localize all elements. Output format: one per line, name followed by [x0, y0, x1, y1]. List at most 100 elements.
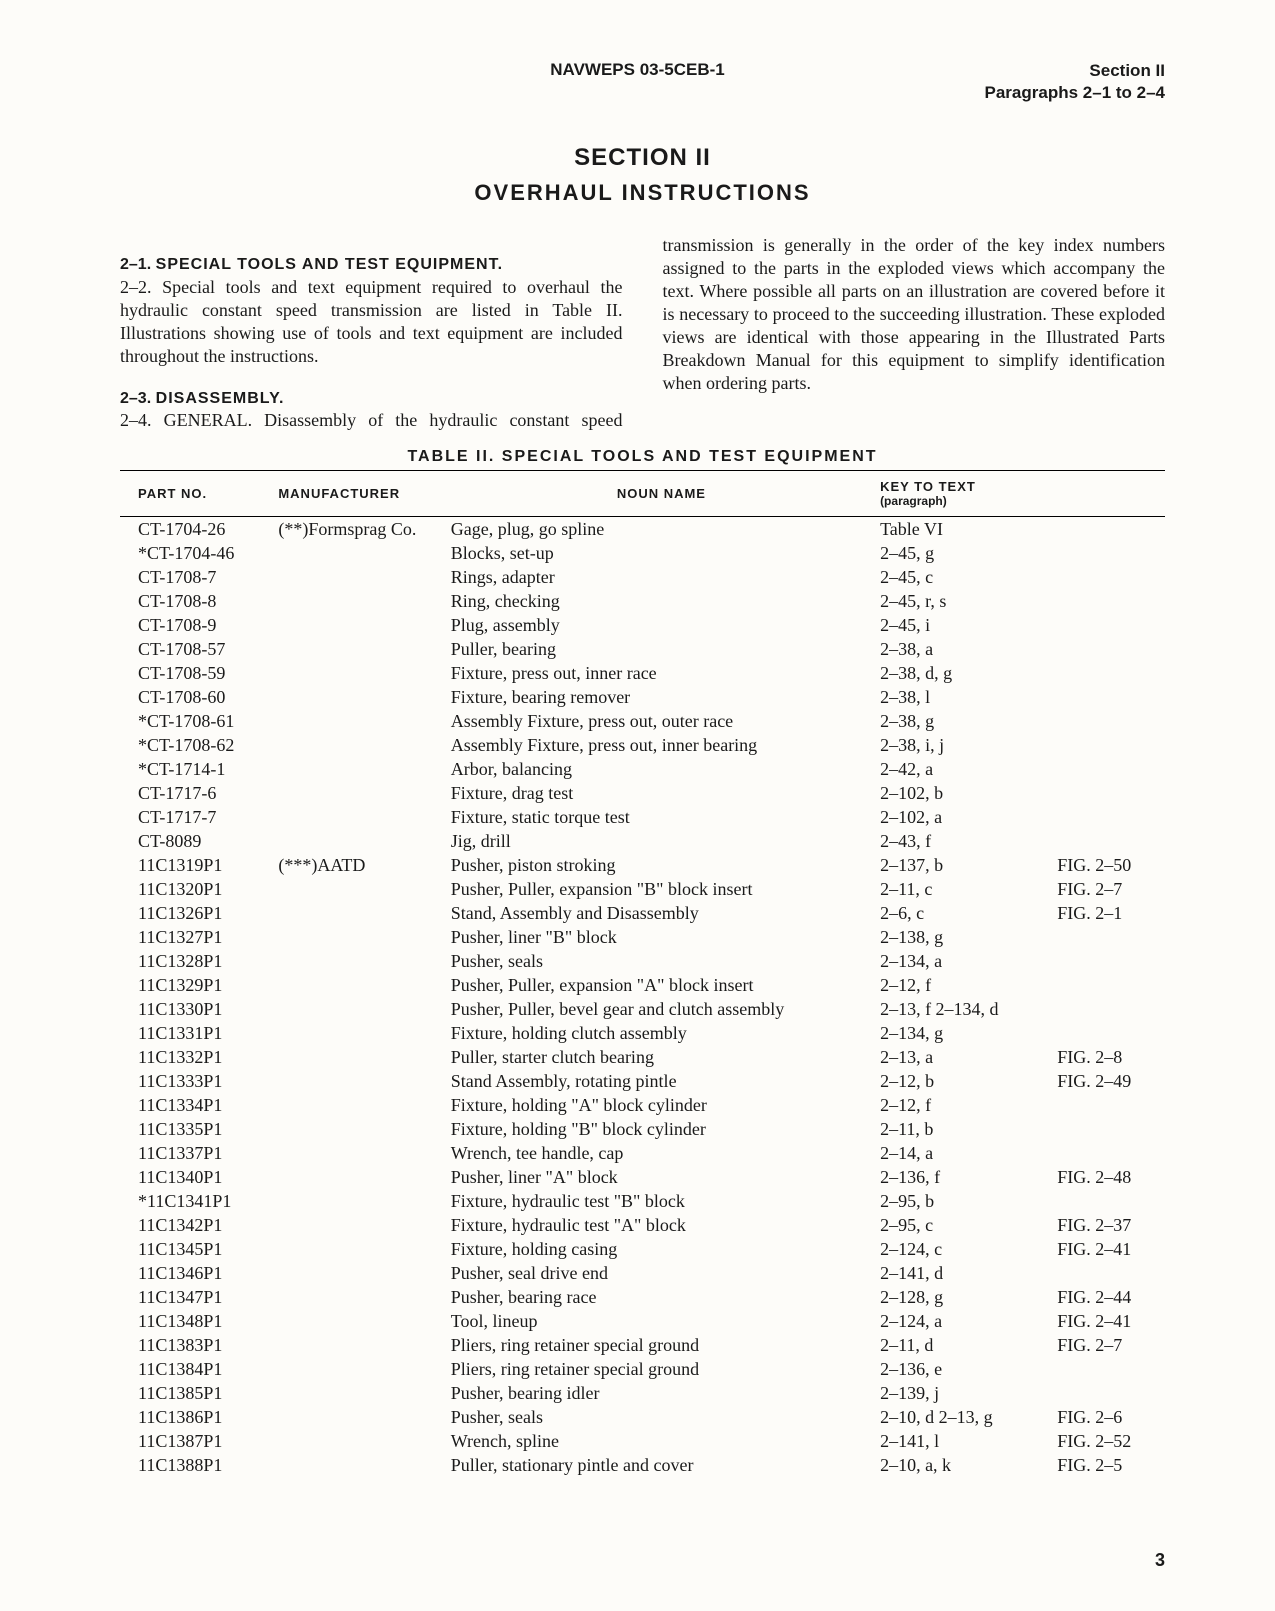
cell-key: 2–138, g	[876, 925, 1053, 949]
cell-mfr	[274, 1261, 446, 1285]
cell-noun: Rings, adapter	[447, 565, 876, 589]
table-row: CT-1717-7 Fixture, static torque test2–10…	[120, 805, 1165, 829]
cell-key: 2–45, i	[876, 613, 1053, 637]
cell-noun: Puller, starter clutch bearing	[447, 1045, 876, 1069]
cell-noun: Pusher, bearing race	[447, 1285, 876, 1309]
cell-mfr	[274, 661, 446, 685]
cell-fig	[1053, 1381, 1165, 1405]
cell-noun: Pusher, Puller, expansion "A" block inse…	[447, 973, 876, 997]
para-2-1-heading: SPECIAL TOOLS AND TEST EQUIPMENT.	[156, 256, 503, 273]
table-row: *CT-1714-1Arbor, balancing2–42, a	[120, 757, 1165, 781]
table-row: *CT-1708-62Assembly Fixture, press out, …	[120, 733, 1165, 757]
cell-mfr	[274, 805, 446, 829]
cell-part: 11C1387P1	[120, 1429, 274, 1453]
table-row: 11C1387P1Wrench, spline2–141, lFIG. 2–52	[120, 1429, 1165, 1453]
table-row: 11C1337P1Wrench, tee handle, cap2–14, a	[120, 1141, 1165, 1165]
cell-part: CT-1717-7	[120, 805, 274, 829]
cell-part: CT-8089	[120, 829, 274, 853]
cell-key: 2–13, f 2–134, d	[876, 997, 1053, 1021]
cell-key: Table VI	[876, 517, 1053, 542]
cell-mfr	[274, 997, 446, 1021]
cell-part: 11C1386P1	[120, 1405, 274, 1429]
cell-mfr	[274, 829, 446, 853]
cell-key: 2–95, c	[876, 1213, 1053, 1237]
table-row: 11C1388P1 Puller, stationary pintle and c…	[120, 1453, 1165, 1477]
cell-noun: Fixture, bearing remover	[447, 685, 876, 709]
cell-mfr	[274, 1405, 446, 1429]
cell-noun: Puller, stationary pintle and cover	[447, 1453, 876, 1477]
cell-mfr	[274, 589, 446, 613]
cell-key: 2–38, a	[876, 637, 1053, 661]
cell-mfr	[274, 1285, 446, 1309]
cell-fig	[1053, 973, 1165, 997]
table-row: *CT-1704-46Blocks, set-up2–45, g	[120, 541, 1165, 565]
table-row: 11C1347P1Pusher, bearing race2–128, gFIG…	[120, 1285, 1165, 1309]
cell-part: 11C1328P1	[120, 949, 274, 973]
cell-mfr	[274, 949, 446, 973]
cell-fig	[1053, 829, 1165, 853]
cell-fig	[1053, 997, 1165, 1021]
cell-part: 11C1347P1	[120, 1285, 274, 1309]
table-row: 11C1383P1Pliers, ring retainer special g…	[120, 1333, 1165, 1357]
cell-fig	[1053, 637, 1165, 661]
cell-part: *11C1341P1	[120, 1189, 274, 1213]
cell-part: 11C1331P1	[120, 1021, 274, 1045]
cell-part: CT-1708-60	[120, 685, 274, 709]
cell-mfr	[274, 637, 446, 661]
cell-key: 2–12, f	[876, 1093, 1053, 1117]
section-label: Section II	[1089, 61, 1165, 80]
table-row: 11C1348P1Tool, lineup2–124, aFIG. 2–41	[120, 1309, 1165, 1333]
cell-part: CT-1708-7	[120, 565, 274, 589]
cell-key: 2–45, r, s	[876, 589, 1053, 613]
cell-noun: Tool, lineup	[447, 1309, 876, 1333]
cell-noun: Pusher, seal drive end	[447, 1261, 876, 1285]
cell-key: 2–11, c	[876, 877, 1053, 901]
cell-mfr	[274, 925, 446, 949]
cell-noun: Arbor, balancing	[447, 757, 876, 781]
col-header-noun: NOUN NAME	[447, 471, 876, 517]
table-row: CT-8089Jig, drill2–43, f	[120, 829, 1165, 853]
cell-part: 11C1388P1	[120, 1453, 274, 1477]
cell-key: 2–137, b	[876, 853, 1053, 877]
cell-key: 2–124, a	[876, 1309, 1053, 1333]
cell-key: 2–10, d 2–13, g	[876, 1405, 1053, 1429]
cell-fig	[1053, 781, 1165, 805]
cell-part: 11C1345P1	[120, 1237, 274, 1261]
cell-fig	[1053, 805, 1165, 829]
table-row: CT-1704-26(**)Formsprag Co.Gage, plug, g…	[120, 517, 1165, 542]
cell-noun: Ring, checking	[447, 589, 876, 613]
cell-key: 2–102, a	[876, 805, 1053, 829]
cell-fig: FIG. 2–48	[1053, 1165, 1165, 1189]
cell-fig	[1053, 1093, 1165, 1117]
section-subtitle: OVERHAUL INSTRUCTIONS	[120, 180, 1165, 206]
cell-part: 11C1320P1	[120, 877, 274, 901]
cell-fig	[1053, 1141, 1165, 1165]
cell-part: CT-1708-59	[120, 661, 274, 685]
cell-mfr	[274, 1093, 446, 1117]
cell-mfr	[274, 613, 446, 637]
cell-noun: Puller, bearing	[447, 637, 876, 661]
cell-noun: Stand Assembly, rotating pintle	[447, 1069, 876, 1093]
cell-noun: Pliers, ring retainer special ground	[447, 1333, 876, 1357]
table-row: 11C1328P1Pusher, seals2–134, a	[120, 949, 1165, 973]
cell-mfr	[274, 1045, 446, 1069]
table-row: 11C1330P1Pusher, Puller, bevel gear and …	[120, 997, 1165, 1021]
cell-mfr	[274, 733, 446, 757]
cell-mfr: (**)Formsprag Co.	[274, 517, 446, 542]
cell-mfr	[274, 757, 446, 781]
cell-mfr	[274, 1453, 446, 1477]
cell-noun: Fixture, static torque test	[447, 805, 876, 829]
cell-noun: Fixture, drag test	[447, 781, 876, 805]
para-2-3-num: 2–3.	[120, 390, 151, 407]
cell-key: 2–38, g	[876, 709, 1053, 733]
cell-noun: Pusher, piston stroking	[447, 853, 876, 877]
table-row: CT-1708-9Plug, assembly2–45, i	[120, 613, 1165, 637]
cell-fig: FIG. 2–8	[1053, 1045, 1165, 1069]
page-header: NAVWEPS 03-5CEB-1 Section II Paragraphs …	[120, 60, 1165, 104]
col-header-key-sub: (paragraph)	[880, 494, 1049, 508]
table-row: 11C1326P1Stand, Assembly and Disassembly…	[120, 901, 1165, 925]
table-row: *CT-1708-61Assembly Fixture, press out, …	[120, 709, 1165, 733]
col-header-key-main: KEY TO TEXT	[880, 479, 976, 494]
table-row: 11C1332P1Puller, starter clutch bearing2…	[120, 1045, 1165, 1069]
cell-part: *CT-1704-46	[120, 541, 274, 565]
